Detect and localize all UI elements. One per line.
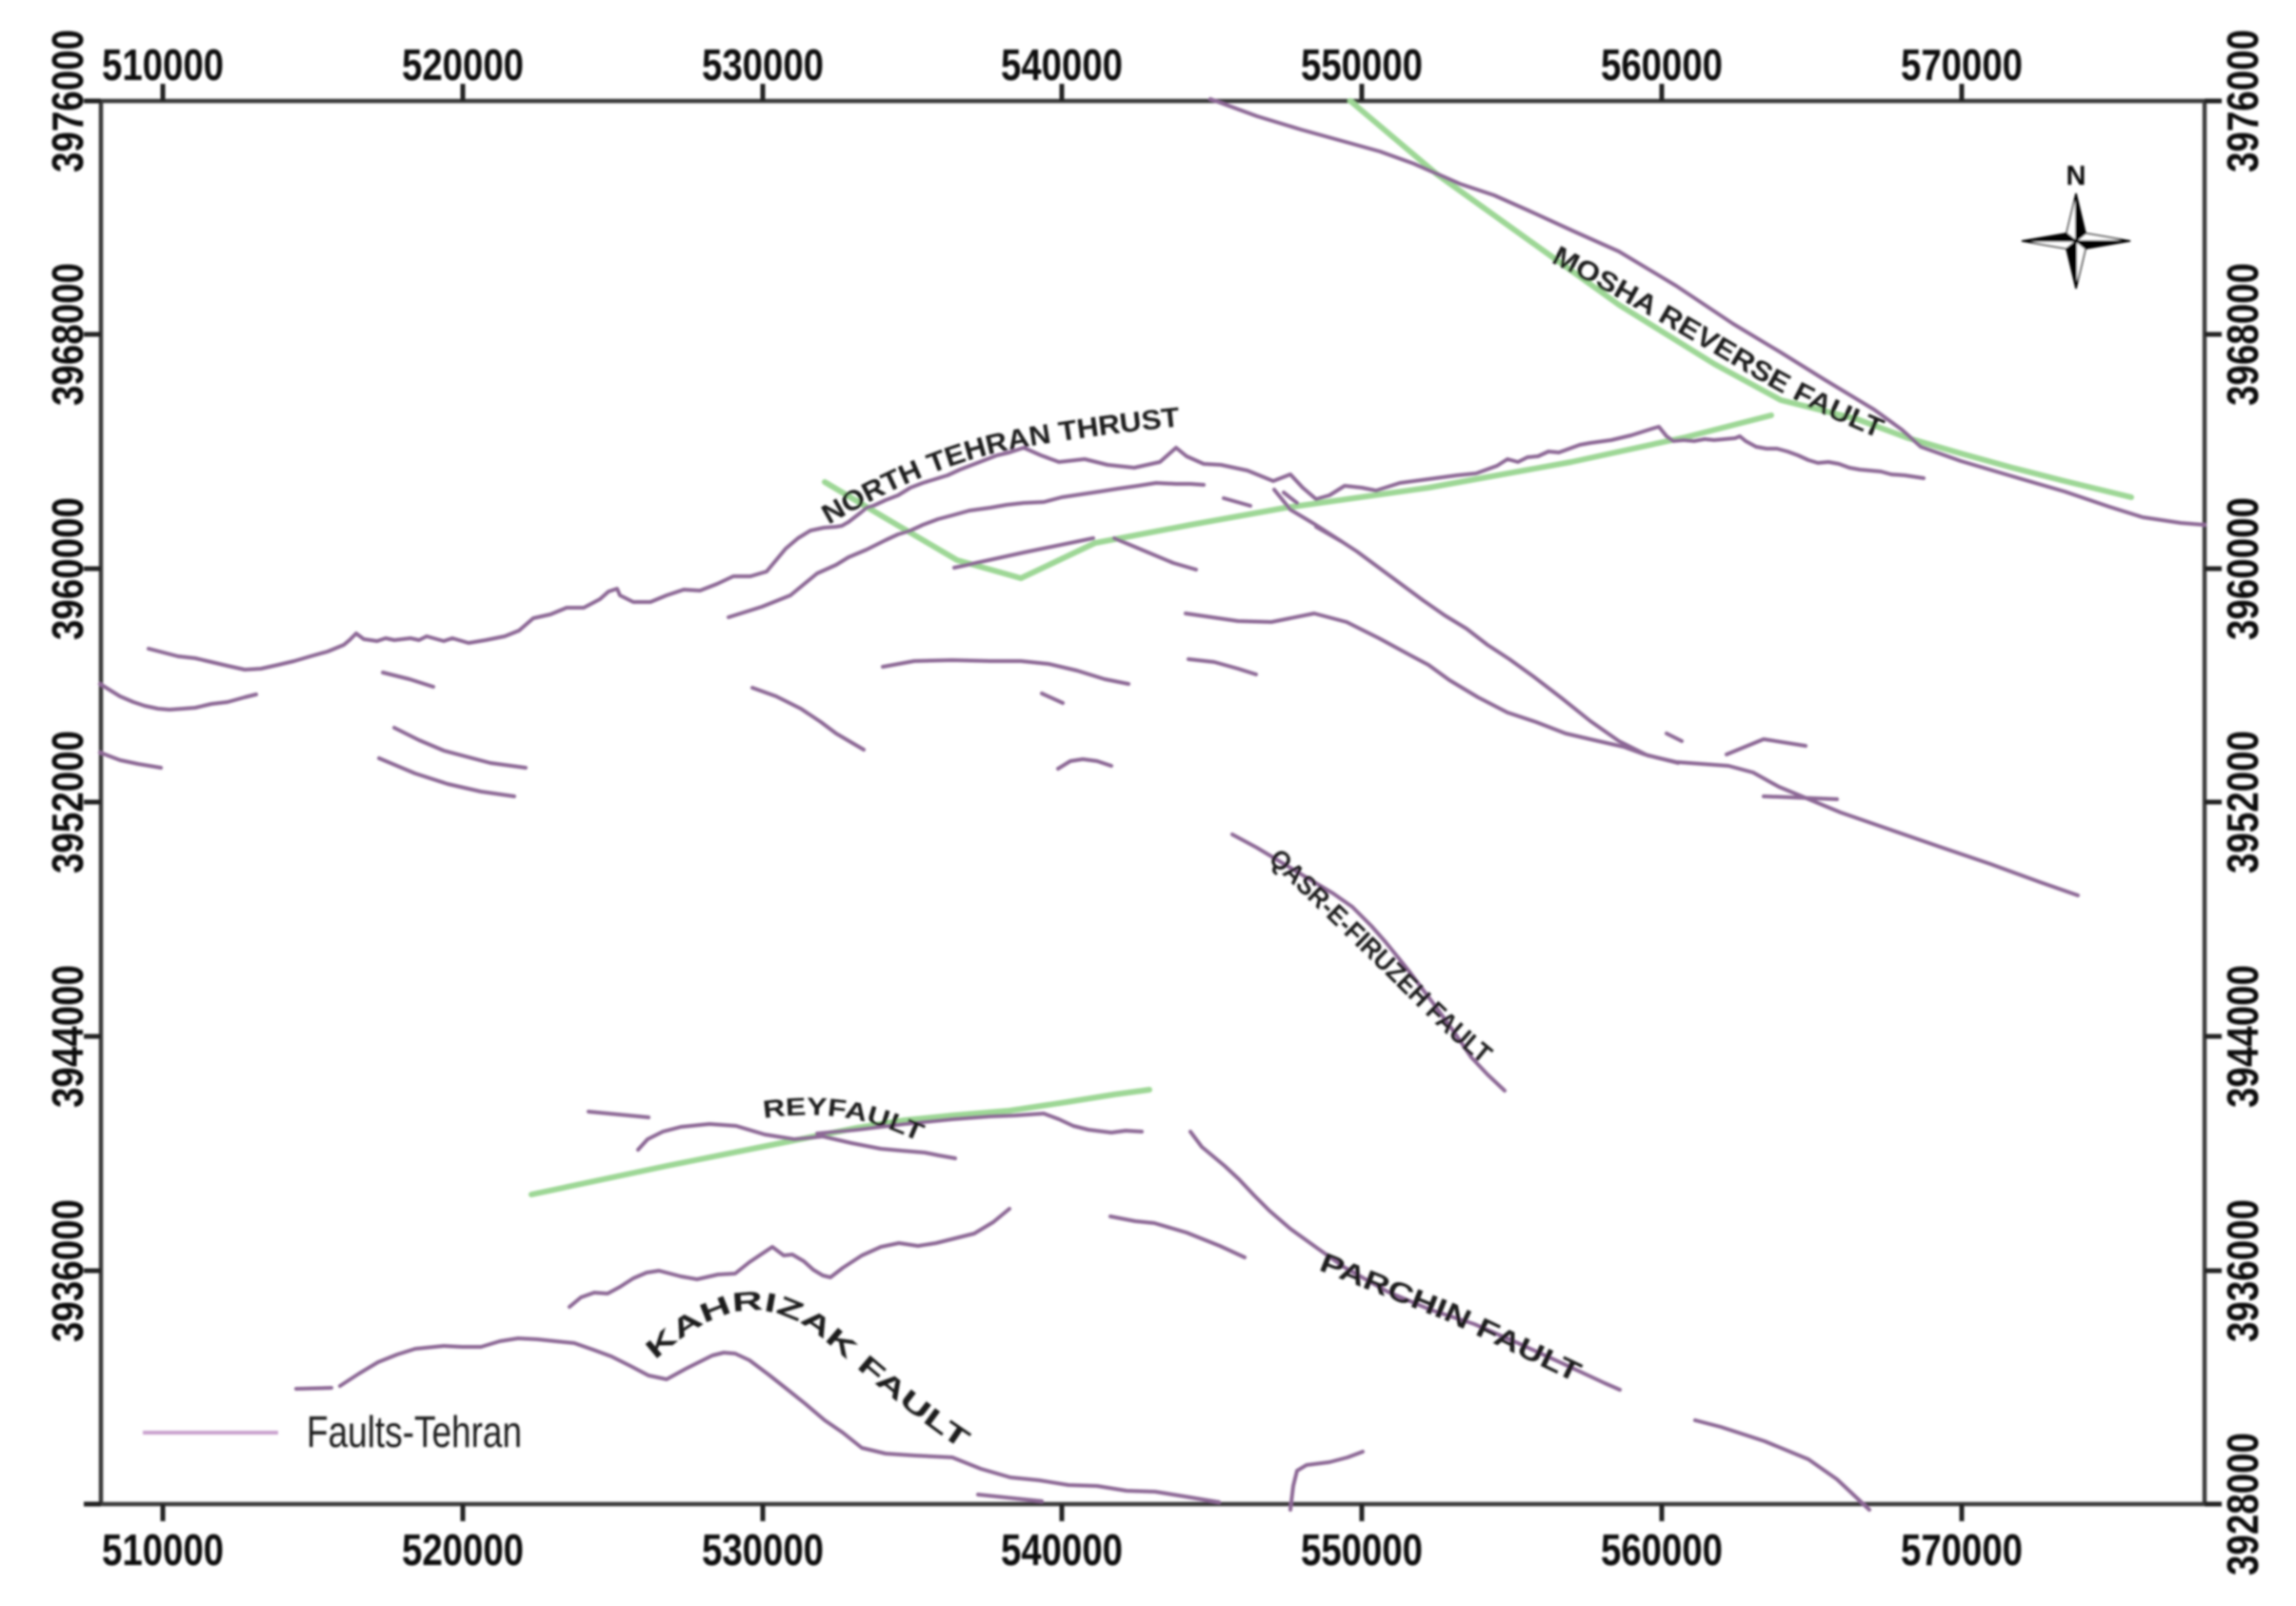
svg-text:Faults-Tehran: Faults-Tehran [307, 1407, 522, 1456]
svg-text:550000: 550000 [1301, 40, 1423, 90]
svg-text:520000: 520000 [402, 1525, 524, 1575]
svg-text:3968000: 3968000 [2218, 263, 2267, 406]
svg-text:540000: 540000 [1001, 40, 1123, 90]
svg-text:570000: 570000 [1901, 1525, 2023, 1575]
svg-text:530000: 530000 [702, 1525, 824, 1575]
svg-text:510000: 510000 [102, 40, 224, 90]
svg-text:3960000: 3960000 [2218, 497, 2267, 640]
svg-text:570000: 570000 [1901, 40, 2023, 90]
svg-text:3952000: 3952000 [43, 731, 92, 873]
svg-text:530000: 530000 [702, 40, 824, 90]
svg-text:3928000: 3928000 [2218, 1433, 2267, 1576]
svg-text:N: N [2066, 161, 2086, 191]
svg-text:510000: 510000 [102, 1525, 224, 1575]
svg-text:3944000: 3944000 [2218, 965, 2267, 1108]
svg-text:3936000: 3936000 [2218, 1199, 2267, 1342]
svg-text:3936000: 3936000 [43, 1199, 92, 1342]
svg-text:3960000: 3960000 [43, 497, 92, 640]
svg-text:3976000: 3976000 [2218, 30, 2267, 172]
svg-text:560000: 560000 [1601, 40, 1723, 90]
svg-text:560000: 560000 [1601, 1525, 1723, 1575]
svg-text:3952000: 3952000 [2218, 731, 2267, 873]
svg-text:540000: 540000 [1001, 1525, 1123, 1575]
svg-text:3968000: 3968000 [43, 263, 92, 406]
svg-text:520000: 520000 [402, 40, 524, 90]
svg-text:3976000: 3976000 [43, 30, 92, 172]
svg-text:3944000: 3944000 [43, 965, 92, 1108]
svg-text:550000: 550000 [1301, 1525, 1423, 1575]
